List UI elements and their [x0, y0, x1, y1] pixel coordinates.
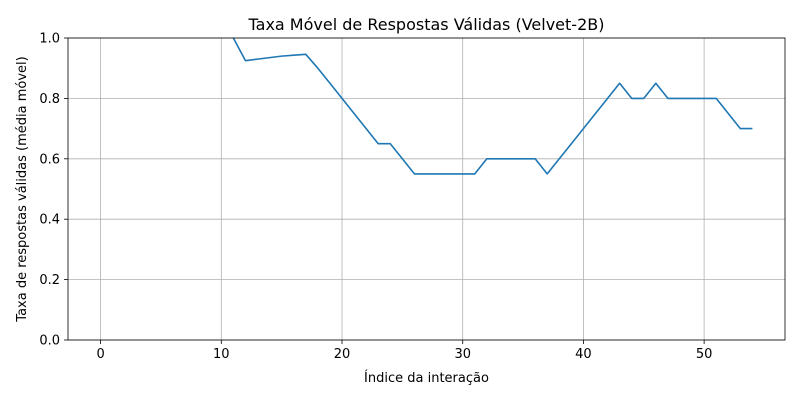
y-tick-label: 0.0: [39, 334, 60, 349]
ticks: 0 10 20 30 40 50 0.0 0.2 0.4 0.6 0.8 1.0: [39, 32, 712, 363]
y-tick-label: 0.6: [39, 152, 60, 167]
y-tick-label: 0.2: [39, 273, 60, 288]
x-axis-title: Índice da interação: [364, 370, 489, 386]
y-tick-label: 0.4: [39, 213, 60, 228]
x-tick-label: 40: [575, 347, 592, 362]
y-tick-label: 1.0: [39, 32, 60, 47]
series-layer: [232, 37, 753, 175]
x-tick-label: 30: [454, 347, 471, 362]
series-line: [232, 37, 753, 175]
x-tick-label: 50: [696, 347, 713, 362]
x-tick-label: 20: [334, 347, 351, 362]
y-tick-label: 0.8: [39, 92, 60, 107]
x-tick-label: 10: [213, 347, 230, 362]
y-axis-title: Taxa de respostas válidas (média móvel): [15, 56, 30, 322]
chart-title: Taxa Móvel de Respostas Válidas (Velvet-…: [248, 15, 605, 34]
x-tick-label: 0: [96, 347, 104, 362]
plot-frame: [67, 37, 786, 341]
